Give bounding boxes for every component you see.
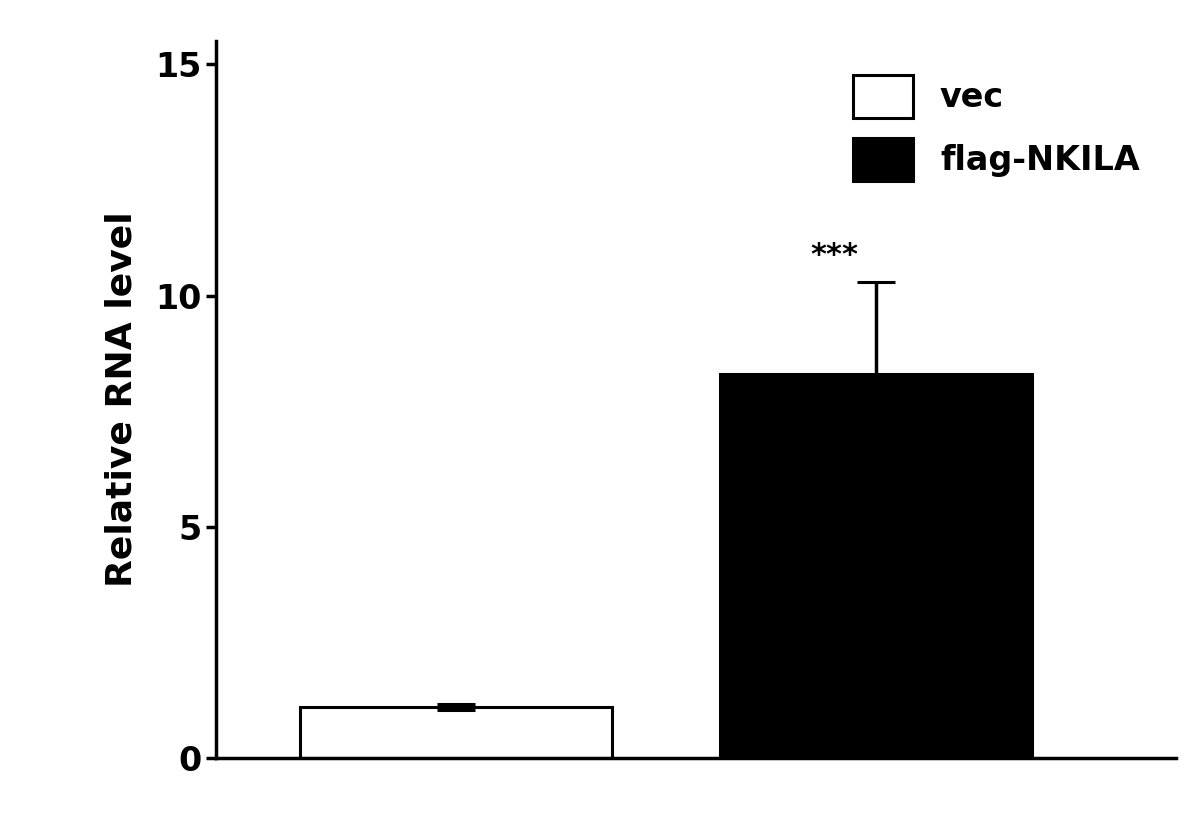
Legend: vec, flag-NKILA: vec, flag-NKILA (844, 65, 1150, 190)
Bar (720, 374, 1032, 758)
Bar (300, 707, 612, 758)
Y-axis label: Relative RNA level: Relative RNA level (104, 212, 138, 588)
Text: ***: *** (810, 241, 858, 270)
